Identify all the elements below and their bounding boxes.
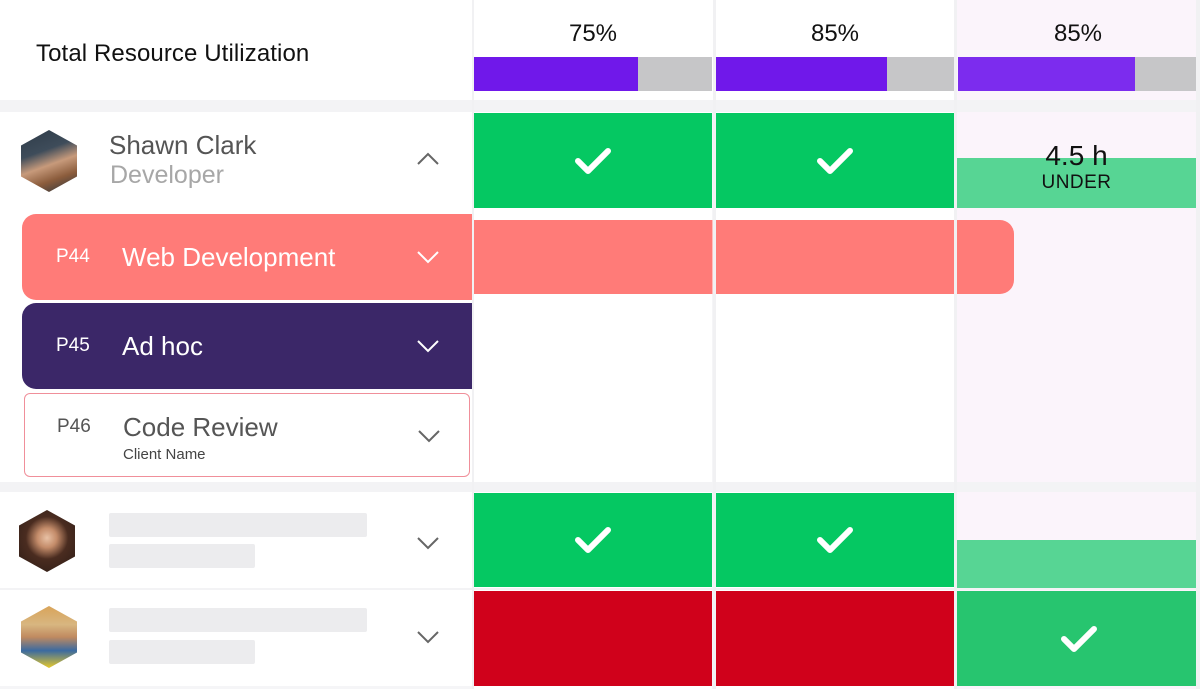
- project-row-p46[interactable]: P46 Code Review Client Name: [24, 393, 470, 477]
- status-cell-ok[interactable]: [474, 113, 712, 208]
- utilization-bar-fill: [474, 57, 639, 91]
- role-placeholder: [109, 544, 255, 568]
- person-row-3[interactable]: [0, 590, 472, 686]
- role-placeholder: [109, 640, 255, 664]
- column-divider: [1196, 0, 1200, 689]
- project-row-p45[interactable]: P45 Ad hoc: [22, 303, 472, 389]
- person-role: Developer: [110, 161, 224, 189]
- avatar: [19, 510, 75, 572]
- check-icon: [575, 527, 611, 553]
- person-row-shawn[interactable]: Shawn Clark Developer: [0, 112, 472, 210]
- name-placeholder: [109, 608, 367, 632]
- under-label: UNDER: [1041, 172, 1112, 193]
- avatar: [21, 606, 77, 668]
- column-divider: [472, 0, 474, 689]
- avatar: [21, 130, 77, 192]
- check-icon: [1060, 625, 1097, 652]
- project-name: Code Review: [123, 412, 278, 442]
- project-timeline-bar[interactable]: [474, 220, 1014, 294]
- page-title: Total Resource Utilization: [36, 40, 310, 67]
- project-name: Ad hoc: [122, 330, 203, 361]
- under-indicator[interactable]: 4.5 h UNDER: [957, 140, 1196, 200]
- project-code: P46: [57, 416, 91, 437]
- person-name: Shawn Clark: [109, 130, 257, 160]
- under-fill: [957, 158, 1196, 208]
- column-header-2: 85%: [714, 0, 956, 100]
- check-icon: [817, 147, 853, 174]
- check-icon: [817, 527, 853, 553]
- project-row-p44[interactable]: P44 Web Development: [22, 214, 472, 300]
- utilization-bar: [716, 57, 954, 91]
- status-cell-ok[interactable]: [716, 113, 954, 208]
- under-hours: 4.5 h: [1045, 140, 1108, 171]
- project-code: P45: [56, 335, 90, 356]
- status-cell-ok[interactable]: [474, 493, 712, 587]
- chevron-down-icon[interactable]: [416, 630, 440, 644]
- status-cell-over[interactable]: [474, 591, 712, 686]
- column-header-3: 85%: [956, 0, 1200, 100]
- row-divider: [0, 588, 1200, 590]
- header-panel: Total Resource Utilization: [0, 0, 472, 100]
- column-header-1: 75%: [472, 0, 714, 100]
- person-row-2[interactable]: [0, 492, 472, 588]
- utilization-bar-fill: [716, 57, 888, 91]
- chevron-down-icon[interactable]: [416, 536, 440, 550]
- project-code: P44: [56, 246, 90, 267]
- row-divider: [0, 100, 1200, 112]
- client-name: Client Name: [123, 446, 206, 463]
- status-cell-ok[interactable]: [957, 591, 1200, 686]
- utilization-bar: [474, 57, 712, 91]
- chevron-up-icon[interactable]: [416, 152, 440, 166]
- utilization-bar-fill: [958, 57, 1135, 91]
- utilization-bar: [958, 57, 1200, 91]
- column-divider: [713, 0, 716, 689]
- check-icon: [575, 147, 611, 174]
- chevron-down-icon[interactable]: [416, 250, 440, 264]
- status-cell-partial[interactable]: [957, 540, 1200, 588]
- utilization-percent: 85%: [810, 20, 860, 47]
- name-placeholder: [109, 513, 367, 537]
- status-cell-ok[interactable]: [716, 493, 954, 587]
- chevron-down-icon[interactable]: [417, 429, 441, 443]
- utilization-percent: 85%: [1053, 20, 1103, 47]
- status-cell-over[interactable]: [716, 591, 954, 686]
- chevron-down-icon[interactable]: [416, 339, 440, 353]
- row-divider: [0, 482, 1200, 492]
- project-name: Web Development: [122, 241, 336, 272]
- column-divider: [954, 0, 957, 689]
- utilization-percent: 75%: [568, 20, 618, 47]
